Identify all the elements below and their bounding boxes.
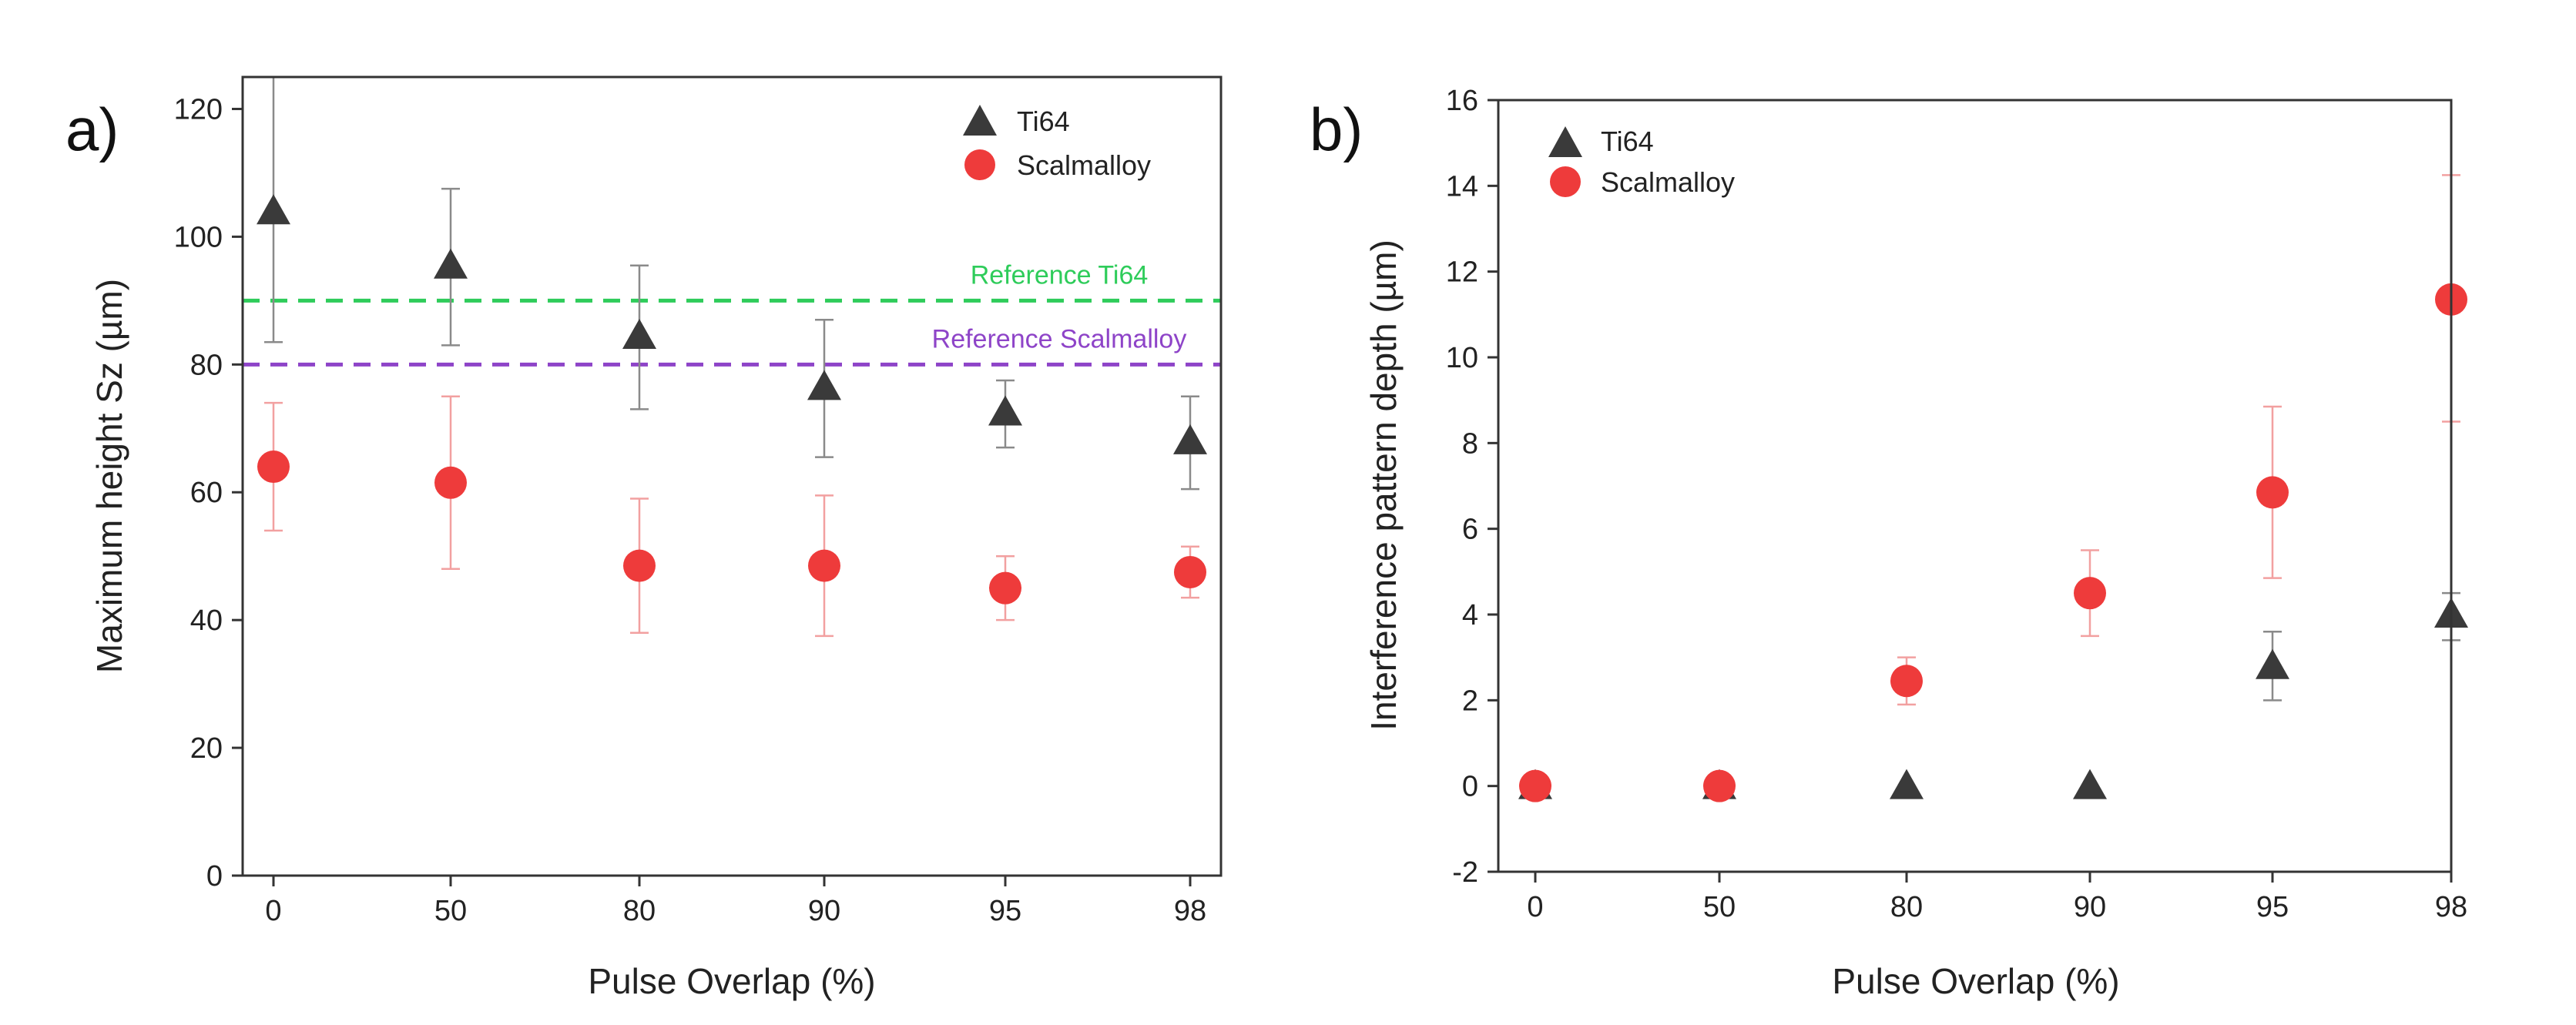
chart-b-y-axis: -2 0 2 4 6 8 10 12 14 16 [1446,85,1498,889]
chart-a-x-tick-label: 90 [808,895,840,927]
point-ti64 [257,194,290,225]
chart-b-y-tick-label: 0 [1462,771,1478,803]
point-scalmalloy [1890,665,1923,698]
chart-a-y-axis-title: Maximum height Sz (µm) [89,279,129,673]
point-ti64 [807,370,841,400]
point-ti64 [2073,769,2107,799]
chart-b-y-axis-title: Interference pattern depth (µm) [1363,240,1404,731]
chart-a-x-tick-label: 95 [989,895,1021,927]
point-ti64 [988,395,1022,426]
chart-b-legend: Ti64 Scalmalloy [1548,126,1735,198]
reference-label-scalmalloy: Reference Scalmalloy [932,324,1187,353]
chart-a-y-tick-label: 40 [190,605,223,637]
chart-b-y-tick-label: 4 [1462,599,1478,631]
point-ti64 [1173,424,1207,454]
chart-a-x-tick-label: 98 [1174,895,1206,927]
reference-label-ti64: Reference Ti64 [971,260,1149,290]
chart-b-x-tick-label: 0 [1527,891,1543,923]
chart-b-y-tick-label: -2 [1452,856,1478,889]
chart-a-x-tick-label: 50 [434,895,467,927]
chart-a-reference-lines: Reference Ti64 Reference Scalmalloy [243,260,1221,367]
point-scalmalloy [1519,769,1551,802]
chart-a-panel-label: a) [65,95,119,163]
point-scalmalloy [2074,577,2106,610]
chart-a-y-tick-label: 120 [174,93,223,126]
point-scalmalloy [434,466,467,499]
point-ti64 [1890,769,1924,799]
point-ti64 [2256,648,2289,679]
legend-b-ti64-marker [1548,126,1582,157]
chart-b-y-tick-label: 12 [1446,256,1478,289]
chart-b-x-tick-label: 95 [2256,891,2289,923]
legend-a-scalmalloy-marker [964,149,995,180]
legend-a-scalmalloy-label: Scalmalloy [1017,149,1151,181]
chart-a-plot-frame [241,75,1223,877]
chart-b: b) -2 0 2 4 6 8 10 12 14 16 0 50 80 90 95 98 Pulse Ove… [1310,85,2468,1001]
point-scalmalloy [2256,476,2289,509]
point-scalmalloy [623,549,656,582]
point-ti64 [434,248,468,279]
chart-b-x-tick-label: 50 [1703,891,1736,923]
chart-b-y-tick-label: 6 [1462,514,1478,546]
legend-b-ti64-label: Ti64 [1601,126,1654,157]
chart-a-y-tick-label: 60 [190,477,223,509]
chart-a-x-tick-label: 80 [623,895,656,927]
chart-a-y-axis: 0 20 40 60 80 100 120 [174,93,243,893]
legend-a-ti64-marker [963,105,997,136]
chart-a-y-tick-label: 80 [190,349,223,381]
chart-b-y-tick-label: 16 [1446,85,1478,117]
chart-b-plot-frame [1497,99,2453,873]
chart-b-y-tick-label: 10 [1446,342,1478,374]
chart-b-x-tick-label: 90 [2074,891,2106,923]
chart-b-y-tick-label: 14 [1446,170,1478,203]
point-scalmalloy [1174,555,1206,588]
chart-a-x-axis: 0 50 80 90 95 98 [265,876,1206,927]
chart-a-y-tick-label: 20 [190,732,223,765]
chart-b-panel-label: b) [1310,95,1363,163]
chart-a-x-axis-title: Pulse Overlap (%) [588,961,875,1001]
chart-a-x-tick-label: 0 [265,895,281,927]
legend-b-scalmalloy-label: Scalmalloy [1601,166,1735,198]
point-ti64 [622,318,656,349]
point-scalmalloy [989,571,1021,605]
point-scalmalloy [1703,769,1736,802]
point-scalmalloy [808,549,840,582]
chart-b-x-tick-label: 80 [1890,891,1923,923]
chart-b-error-bars [1897,174,2460,706]
chart-b-x-axis: 0 50 80 90 95 98 [1527,872,2467,923]
chart-a: a) Reference Ti64 Reference Scalmalloy 0 2… [65,75,1223,1001]
chart-b-y-tick-label: 2 [1462,685,1478,717]
chart-a-y-tick-label: 0 [206,860,223,893]
chart-b-x-tick-label: 98 [2435,891,2467,923]
point-scalmalloy [257,451,290,484]
chart-a-y-tick-label: 100 [174,221,223,253]
legend-a-ti64-label: Ti64 [1017,106,1070,137]
chart-b-y-tick-label: 8 [1462,427,1478,460]
chart-a-legend: Ti64 Scalmalloy [963,105,1151,181]
chart-b-x-axis-title: Pulse Overlap (%) [1832,961,2119,1001]
legend-b-scalmalloy-marker [1550,166,1581,197]
chart-b-points [1518,283,2468,802]
chart-a-points [257,194,1207,605]
